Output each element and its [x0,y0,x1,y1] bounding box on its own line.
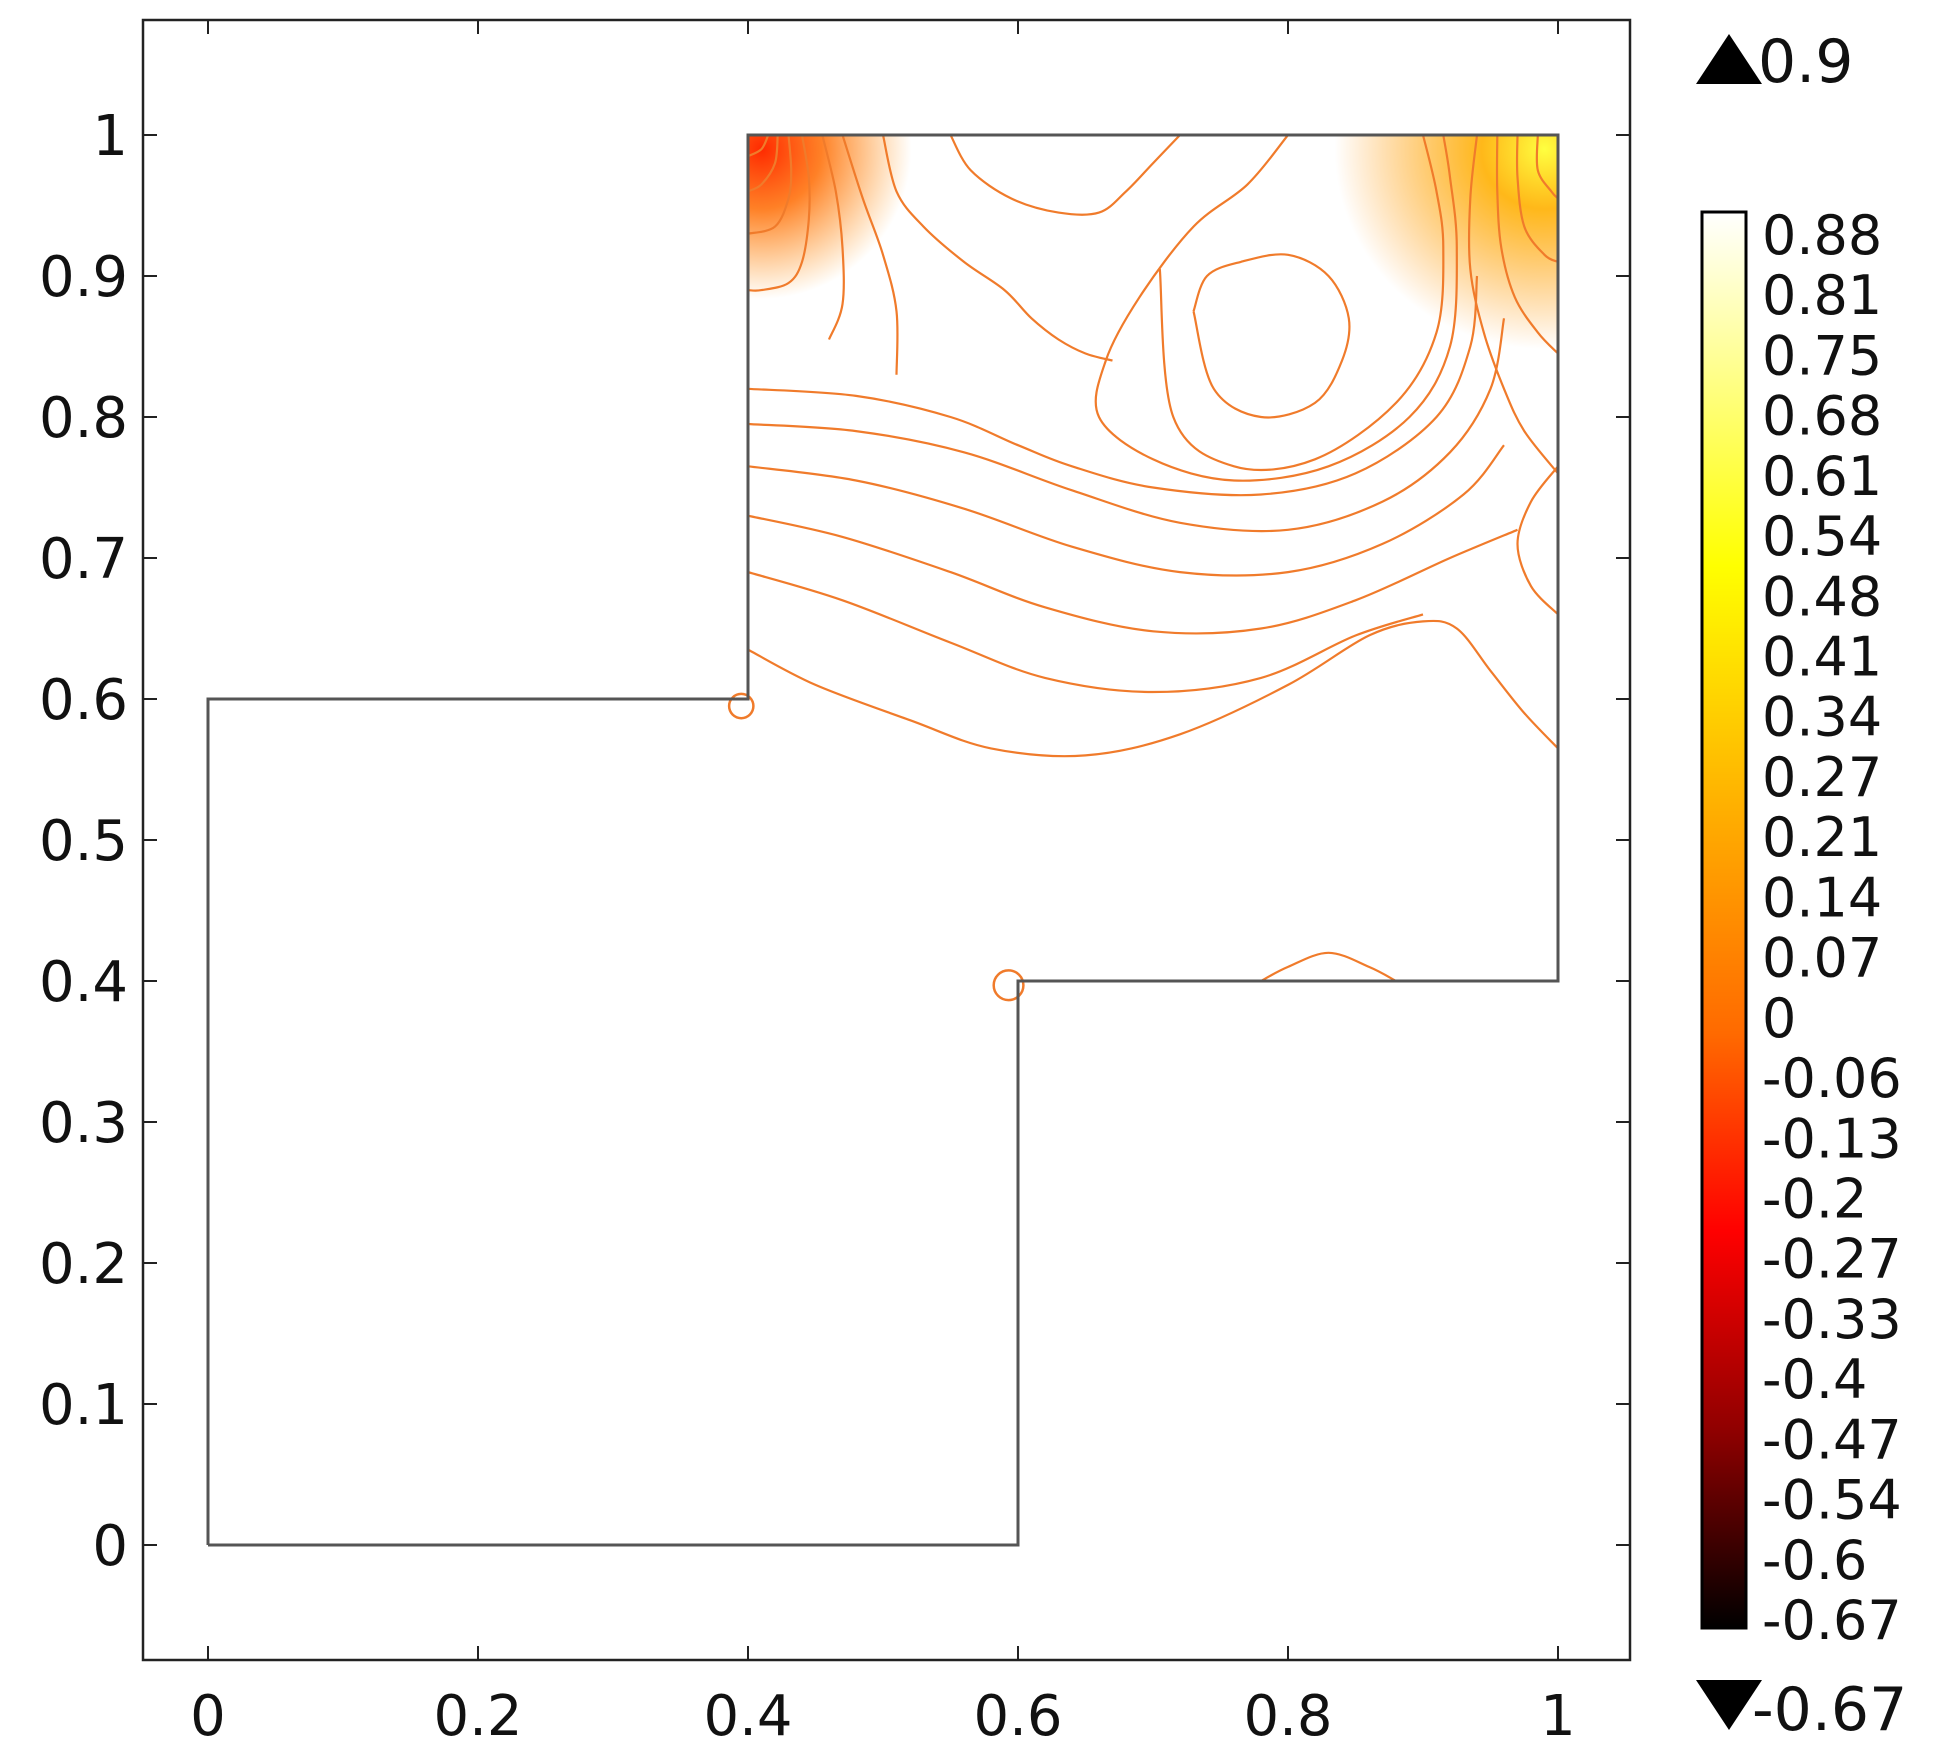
max-arrow-icon [1696,34,1762,84]
colorbar-tick-label: 0.41 [1762,626,1882,689]
contour-line [747,135,779,193]
colorbar-tick-label: -0.2 [1762,1167,1867,1230]
colorbar-tick-label: 0.54 [1762,505,1882,568]
y-tick-label: 0 [92,1514,128,1579]
colorbar-tick-label: 0.34 [1762,686,1882,749]
contour-line [747,135,811,292]
plot-frame [141,18,1632,1662]
x-tick-label: 0.4 [703,1684,792,1749]
hot-spot [1334,135,1558,350]
colorbar-tick-label: -0.54 [1762,1469,1902,1532]
contour-line [1535,135,1558,200]
x-tick-label: 0 [190,1684,226,1749]
y-tick-label: 0.4 [39,950,128,1015]
contour-line [1515,135,1558,263]
colorbar-tick-label: -0.27 [1762,1228,1902,1291]
corner-circles [727,692,1025,1002]
colorbar-tick-label: -0.33 [1762,1288,1902,1351]
min-arrow-icon [1696,1680,1762,1730]
x-tick-label: 1 [1540,1684,1576,1749]
contour-line [821,135,845,340]
contour-line [747,135,793,235]
colorbar-tick-label: -0.4 [1762,1348,1867,1411]
y-tick-label: 0.6 [39,668,128,733]
x-tick-label: 0.2 [433,1684,522,1749]
y-tick-label: 0.5 [39,809,128,874]
colorbar-tick-label: 0.07 [1762,927,1882,990]
colorbar-tick-label: 0.81 [1762,264,1882,327]
x-tick-label: 0.8 [1243,1684,1332,1749]
y-tick-label: 0.2 [39,1232,128,1297]
y-tick-label: 0.1 [39,1373,128,1438]
colorbar-tick-label: 0.61 [1762,445,1882,508]
y-tick-label: 0.9 [39,245,128,310]
corner-circle [992,969,1025,1002]
domain-outline [206,133,1560,1547]
colorbar-tick-label: -0.06 [1762,1047,1902,1110]
contour-line [747,571,1424,694]
contour-line [747,135,770,158]
colorbar-tick-label: 0.27 [1762,746,1882,809]
colorbar-tick-label: -0.6 [1762,1529,1867,1592]
contour-line [1516,465,1558,616]
y-tick-label: 0.8 [39,386,128,451]
contour-line [1495,135,1558,355]
colorbar-tick-label: 0.75 [1762,324,1882,387]
y-axis-ticks: 0 0.1 0.2 0.3 0.4 0.5 0.6 0.7 0.8 0.9 1 [39,104,1630,1579]
corner-circle [727,692,755,720]
contour-line [841,135,899,375]
contour-lines [747,135,1558,982]
y-tick-label: 1 [92,104,128,169]
contour-line [1260,951,1397,982]
colorbar-tick-label: 0.88 [1762,204,1882,267]
x-axis-ticks: 0 0.2 0.4 0.6 0.8 1 [190,20,1576,1749]
contour-line [747,275,1479,497]
colorbar-tick-label: 0.21 [1762,806,1882,869]
colorbar-tick-label: 0.68 [1762,385,1882,448]
colorbar-labels: 0.880.810.750.680.610.540.480.410.340.27… [1762,204,1902,1652]
contour-line [1192,253,1351,419]
y-tick-label: 0.7 [39,527,128,592]
contour-line [747,444,1505,577]
contour-line [949,135,1181,216]
x-tick-label: 0.6 [973,1684,1062,1749]
colorbar [1700,210,1748,1630]
contour-line [1094,135,1458,482]
contour-line [1158,135,1445,472]
contour-line [1467,135,1558,475]
y-tick-label: 0.3 [39,1091,128,1156]
contour-line [747,318,1506,533]
colorbar-tick-label: 0 [1762,987,1796,1050]
colorbar-tick-label: 0.14 [1762,866,1882,929]
contour-line [881,135,1113,362]
colorbar-tick-label: -0.47 [1762,1408,1902,1471]
colorbar-tick-label: -0.13 [1762,1107,1902,1170]
contour-line [747,619,1558,758]
contour-line [747,514,1518,635]
colorbar-min-label: -0.67 [1752,1675,1907,1745]
colorbar-max-label: 0.9 [1758,27,1853,97]
colorbar-tick-label: -0.67 [1762,1589,1902,1652]
colorbar-tick-label: 0.48 [1762,565,1882,628]
